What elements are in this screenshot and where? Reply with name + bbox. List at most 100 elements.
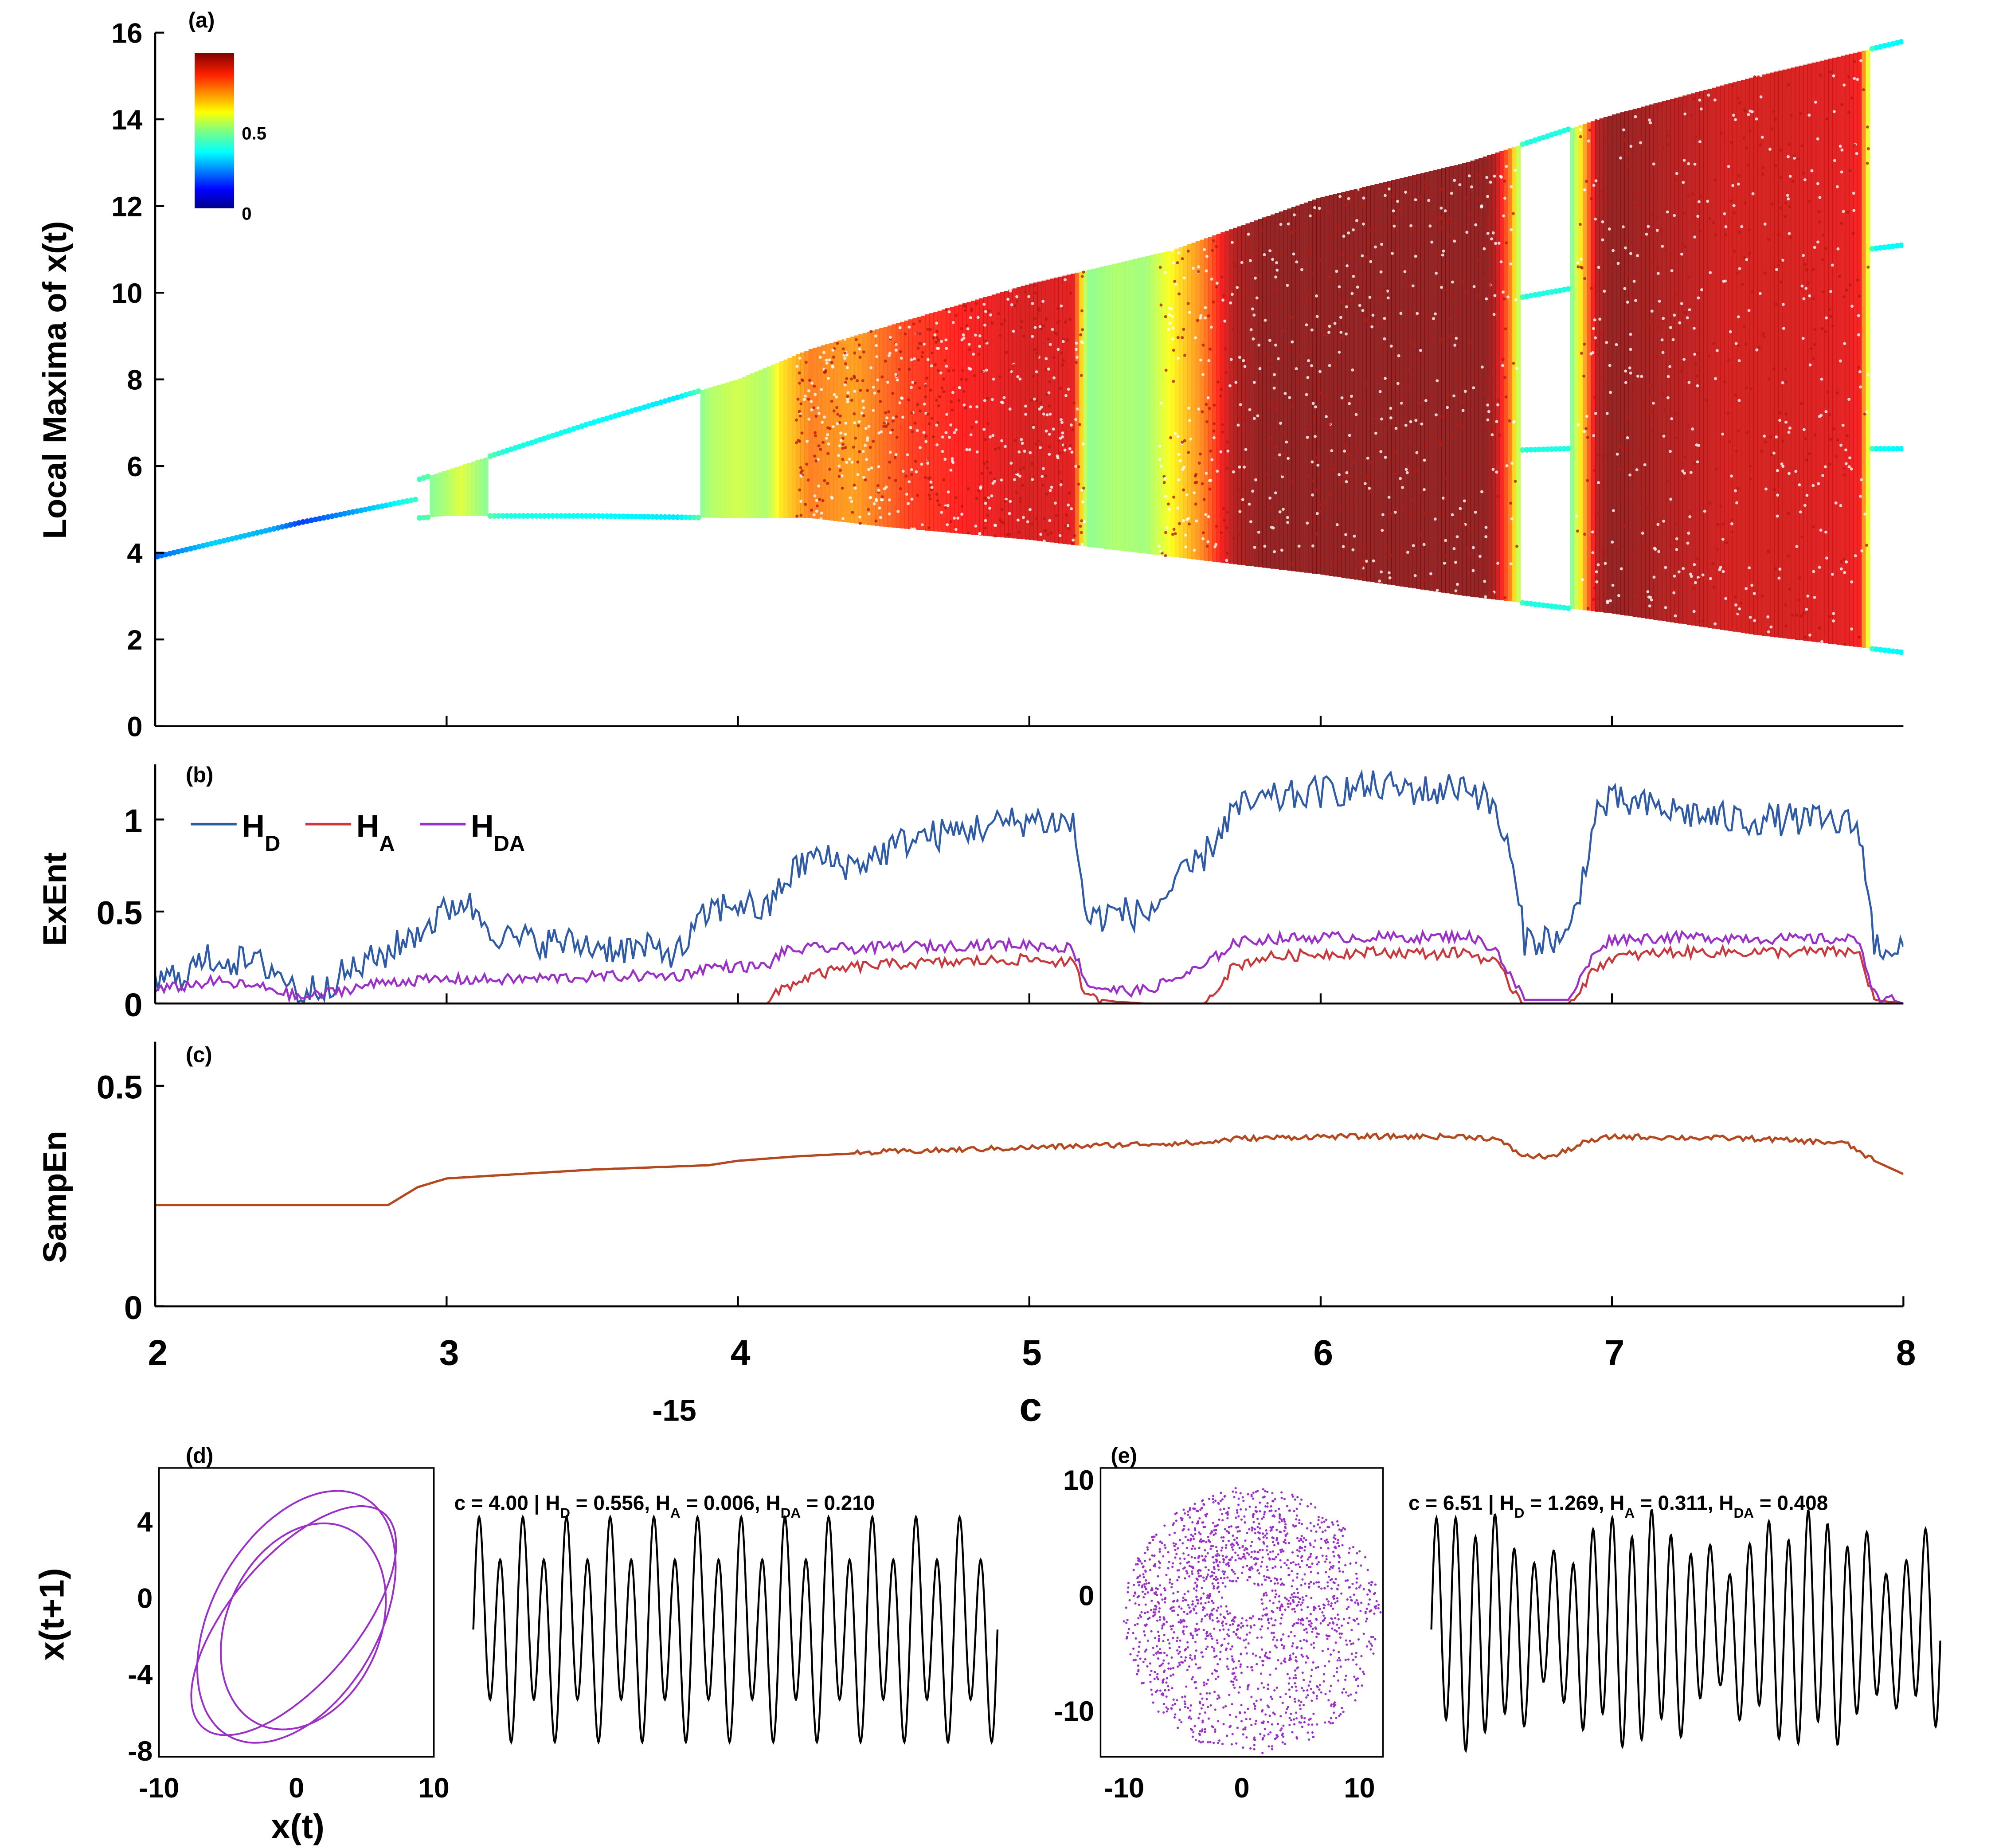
bifurcation-strip bbox=[825, 344, 830, 520]
bifurcation-point bbox=[1808, 452, 1811, 455]
attractor-point bbox=[1338, 1656, 1341, 1659]
bifurcation-strip bbox=[446, 470, 451, 516]
bifurcation-point bbox=[1000, 322, 1004, 326]
bifurcation-point bbox=[1812, 297, 1815, 301]
attractor-point bbox=[1252, 1497, 1255, 1500]
bifurcation-point bbox=[1461, 409, 1465, 412]
bifurcation-point bbox=[1734, 603, 1738, 607]
bifurcation-point bbox=[1410, 342, 1413, 345]
attractor-point bbox=[1199, 1508, 1202, 1511]
bifurcation-point bbox=[1310, 271, 1313, 275]
attractor-point bbox=[1152, 1564, 1155, 1567]
attractor-point bbox=[1223, 1507, 1225, 1510]
bifurcation-point bbox=[1827, 308, 1831, 311]
attractor-point bbox=[1138, 1645, 1140, 1648]
bifurcation-point bbox=[1586, 607, 1590, 610]
bifurcation-point bbox=[1502, 290, 1505, 294]
bifurcation-point bbox=[1579, 135, 1582, 138]
bifurcation-point bbox=[371, 505, 377, 511]
bifurcation-point bbox=[927, 422, 931, 426]
bifurcation-point bbox=[1853, 60, 1856, 63]
bifurcation-strip bbox=[1449, 166, 1454, 594]
attractor-point bbox=[1262, 1608, 1265, 1611]
bifurcation-point bbox=[880, 375, 884, 379]
bifurcation-strip bbox=[958, 304, 963, 534]
attractor-point bbox=[1280, 1662, 1283, 1665]
bifurcation-point bbox=[897, 368, 901, 371]
bifurcation-point bbox=[844, 362, 847, 365]
bifurcation-strip bbox=[1029, 283, 1034, 540]
bifurcation-point bbox=[826, 433, 829, 437]
attractor-point bbox=[1266, 1545, 1269, 1548]
bifurcation-strip bbox=[896, 323, 901, 528]
attractor-point bbox=[1291, 1493, 1294, 1496]
attractor-point bbox=[1337, 1679, 1340, 1682]
attractor-point bbox=[1201, 1740, 1204, 1743]
bifurcation-strip bbox=[1632, 109, 1637, 617]
bifurcation-point bbox=[1030, 399, 1033, 402]
attractor-point bbox=[1276, 1541, 1279, 1544]
attractor-point bbox=[1257, 1687, 1260, 1690]
bifurcation-point bbox=[1199, 316, 1202, 320]
bifurcation-point bbox=[1379, 270, 1383, 274]
attractor-point bbox=[1205, 1682, 1208, 1685]
bifurcation-point bbox=[814, 431, 817, 435]
bifurcation-strip bbox=[1108, 265, 1113, 550]
bifurcation-point bbox=[1361, 254, 1364, 258]
bifurcation-point bbox=[1338, 473, 1341, 476]
bifurcation-point bbox=[1418, 491, 1421, 495]
bifurcation-point bbox=[1335, 270, 1338, 273]
bifurcation-point bbox=[1686, 541, 1690, 545]
bifurcation-point bbox=[1364, 381, 1368, 385]
bifurcation-point bbox=[1048, 519, 1052, 522]
bifurcation-point bbox=[1890, 648, 1896, 654]
attractor-point bbox=[1294, 1498, 1296, 1501]
bifurcation-point bbox=[1066, 338, 1069, 342]
bifurcation-point bbox=[1042, 539, 1046, 543]
bifurcation-point bbox=[892, 416, 895, 419]
bifurcation-point bbox=[1201, 482, 1204, 485]
bifurcation-point bbox=[1778, 411, 1782, 415]
attractor-point bbox=[1215, 1546, 1218, 1549]
bifurcation-point bbox=[1829, 438, 1832, 441]
bifurcation-point bbox=[1056, 454, 1059, 458]
bifurcation-strip bbox=[733, 380, 739, 518]
bifurcation-strip bbox=[1866, 50, 1870, 649]
bifurcation-strip bbox=[1279, 211, 1283, 570]
attractor-point bbox=[1149, 1673, 1151, 1676]
attractor-point bbox=[1152, 1615, 1154, 1617]
attractor-point bbox=[1194, 1628, 1197, 1630]
bifurcation-point bbox=[1852, 209, 1856, 212]
bifurcation-point bbox=[1583, 188, 1586, 192]
bifurcation-point bbox=[1177, 292, 1181, 296]
bifurcation-point bbox=[1716, 548, 1719, 551]
bifurcation-point bbox=[924, 395, 927, 399]
bifurcation-point bbox=[977, 489, 981, 492]
bifurcation-point bbox=[1315, 456, 1319, 459]
bifurcation-strip bbox=[1732, 82, 1737, 632]
bifurcation-point bbox=[1417, 298, 1420, 302]
bifurcation-point bbox=[1422, 543, 1426, 546]
bifurcation-point bbox=[1362, 562, 1365, 566]
attractor-point bbox=[1274, 1596, 1277, 1598]
attractor-point bbox=[1216, 1554, 1218, 1557]
attractor-point bbox=[1333, 1711, 1335, 1714]
bifurcation-point bbox=[926, 462, 930, 465]
bifurcation-point bbox=[358, 507, 364, 513]
bifurcation-point bbox=[880, 498, 884, 501]
bifurcation-point bbox=[1244, 396, 1248, 400]
bifurcation-point bbox=[1345, 471, 1349, 474]
attractor-point bbox=[1194, 1557, 1197, 1559]
bifurcation-point bbox=[1024, 290, 1027, 294]
bifurcation-point bbox=[571, 513, 577, 519]
bifurcation-point bbox=[1700, 288, 1703, 292]
bifurcation-point bbox=[894, 453, 898, 456]
attractor-point bbox=[1282, 1647, 1285, 1650]
bifurcation-point bbox=[810, 509, 813, 512]
bifurcation-strip bbox=[841, 339, 847, 522]
bifurcation-point bbox=[1197, 461, 1201, 465]
bifurcation-point bbox=[984, 310, 987, 313]
bifurcation-point bbox=[1503, 180, 1506, 183]
attractor-point bbox=[1151, 1554, 1154, 1557]
bifurcation-strip bbox=[1025, 285, 1030, 540]
